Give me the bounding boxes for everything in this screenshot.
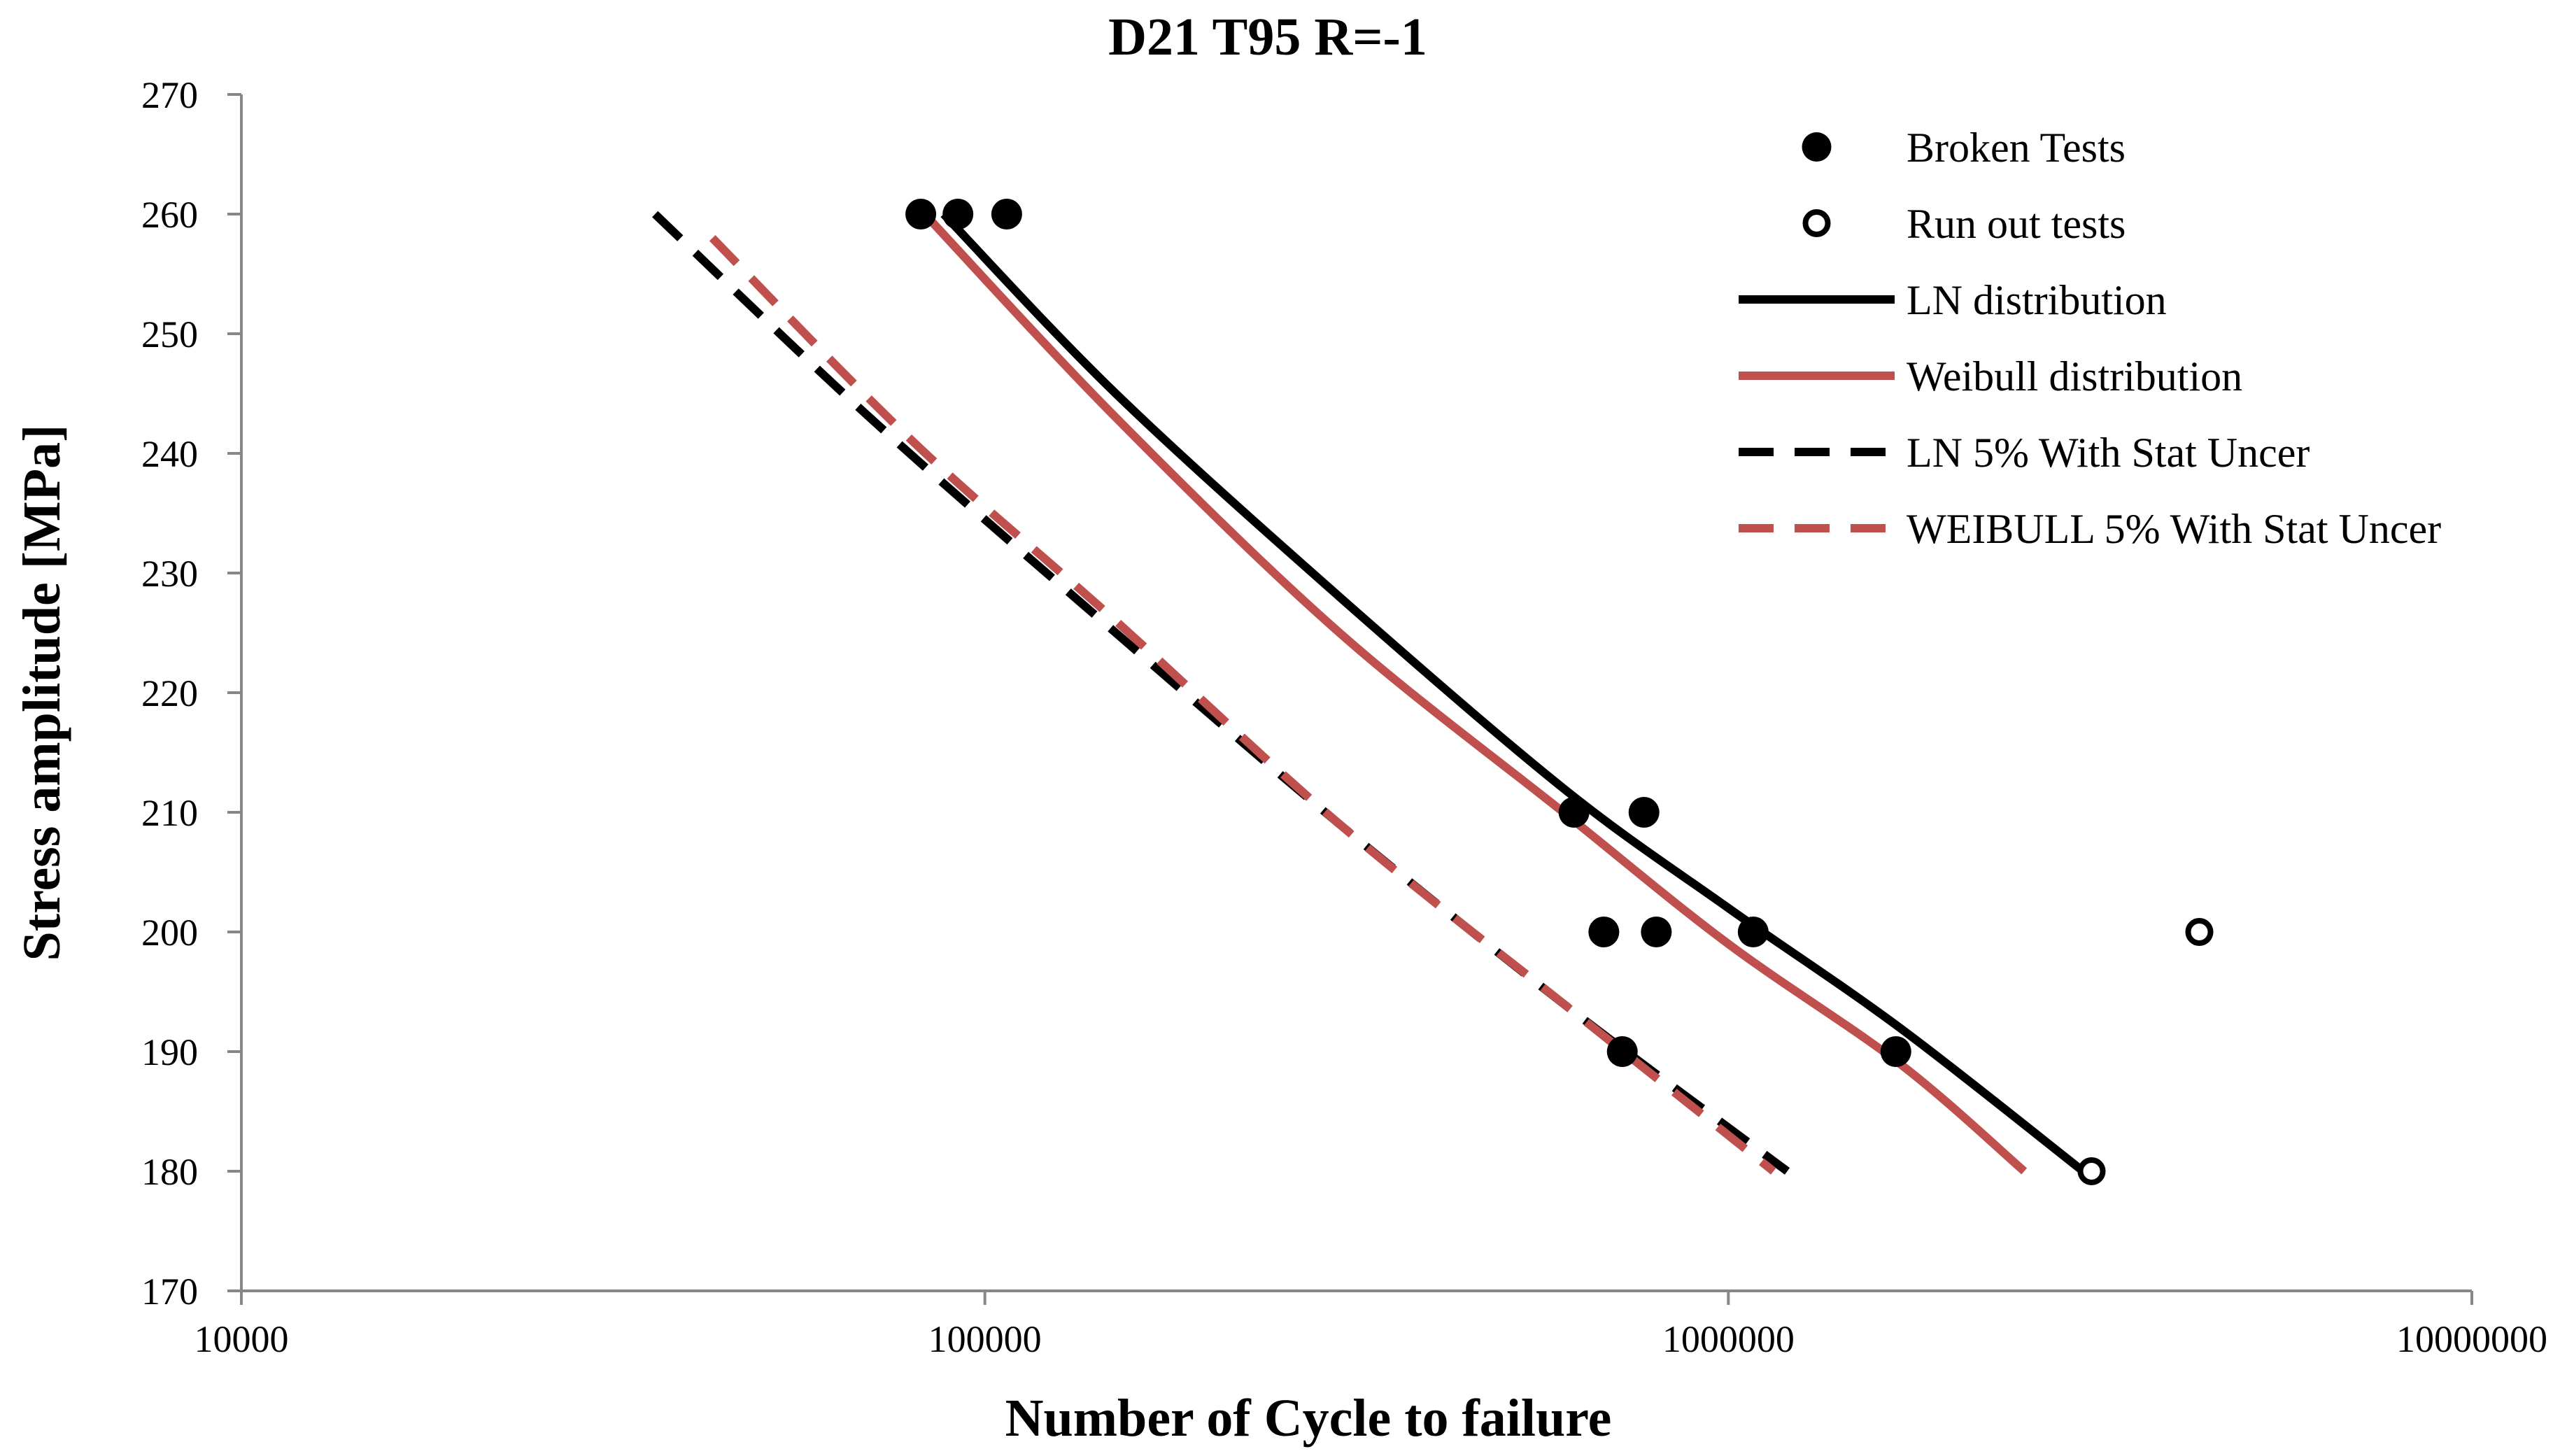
- legend-label: Broken Tests: [1907, 125, 2126, 171]
- legend-item-run-out-tests: Run out tests: [1802, 201, 2126, 247]
- y-tick-label: 250: [141, 313, 198, 355]
- x-tick-label: 100000: [928, 1318, 1042, 1360]
- broken-test-point: [991, 199, 1022, 229]
- series-line-ln-5-with-stat-uncer: [652, 211, 1790, 1175]
- series-points: [905, 199, 2214, 1185]
- series-line-weibull-5-with-stat-uncer: [709, 234, 1776, 1175]
- legend-item-weibull-5-with-stat-uncer: WEIBULL 5% With Stat Uncer: [1739, 506, 2441, 552]
- y-tick-label: 190: [141, 1031, 198, 1073]
- broken-test-point: [1558, 797, 1590, 828]
- legend-item-ln-distribution: LN distribution: [1739, 277, 2167, 323]
- broken-test-point: [1641, 917, 1672, 947]
- y-tick-label: 180: [141, 1151, 198, 1193]
- x-axis-title: Number of Cycle to failure: [1005, 1389, 1612, 1448]
- y-tick-label: 210: [141, 792, 198, 834]
- broken-test-point: [1606, 1036, 1638, 1067]
- y-tick-label: 170: [141, 1271, 198, 1313]
- y-tick-label: 220: [141, 672, 198, 714]
- series-line-ln-distribution: [940, 211, 2086, 1175]
- broken-test-point: [905, 199, 937, 229]
- broken-test-point: [942, 199, 974, 229]
- y-tick-label: 270: [141, 74, 198, 116]
- runout-test-point: [2077, 1157, 2106, 1185]
- broken-test-point: [1737, 917, 1769, 947]
- legend-label: LN 5% With Stat Uncer: [1907, 430, 2310, 476]
- broken-test-point: [1588, 917, 1620, 947]
- broken-test-point: [1880, 1036, 1911, 1067]
- legend-item-weibull-distribution: Weibull distribution: [1739, 353, 2242, 400]
- x-tick-label: 1000000: [1662, 1318, 1795, 1360]
- chart-title: D21 T95 R=-1: [1108, 8, 1427, 66]
- legend-label: WEIBULL 5% With Stat Uncer: [1907, 506, 2441, 552]
- legend-label: Weibull distribution: [1907, 353, 2242, 400]
- y-tick-label: 240: [141, 433, 198, 475]
- broken-test-point: [1628, 797, 1660, 828]
- y-tick-label: 200: [141, 912, 198, 954]
- y-axis-title: Stress amplitude [MPa]: [13, 425, 71, 961]
- y-tick-label: 230: [141, 553, 198, 595]
- x-ticks: 10000 100000 1000000 10000000: [195, 1291, 2547, 1360]
- x-tick-label: 10000: [195, 1318, 289, 1360]
- x-tick-label: 10000000: [2396, 1318, 2547, 1360]
- legend-item-broken-tests: Broken Tests: [1802, 125, 2126, 171]
- legend-item-ln-5-with-stat-uncer: LN 5% With Stat Uncer: [1739, 430, 2310, 476]
- legend-marker: [1802, 209, 1831, 237]
- legend-label: Run out tests: [1907, 201, 2126, 247]
- legend-label: LN distribution: [1907, 277, 2167, 323]
- legend-marker: [1802, 132, 1832, 162]
- y-tick-label: 260: [141, 194, 198, 236]
- legend: Broken Tests Run out tests LN distribution…: [1739, 125, 2441, 552]
- runout-test-point: [2185, 918, 2214, 946]
- y-ticks: 170 180 190 200 210 220 230 240 250 260 270: [141, 74, 241, 1313]
